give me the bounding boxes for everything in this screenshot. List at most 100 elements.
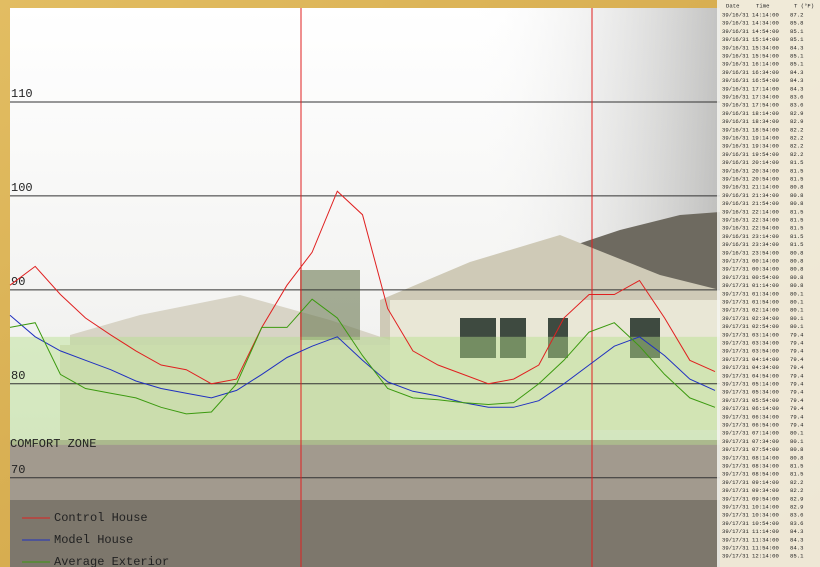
table-cell: 81.5 — [790, 208, 803, 215]
table-cell: 39/16/31 — [722, 225, 749, 232]
table-cell: 80.1 — [790, 290, 804, 297]
table-cell: 05:34:00 — [752, 389, 779, 396]
table-cell: 39/16/31 — [722, 118, 749, 125]
table-background — [717, 0, 820, 567]
table-cell: 85.8 — [790, 20, 803, 27]
table-cell: 81.5 — [790, 471, 803, 478]
table-cell: 18:34:00 — [752, 118, 779, 125]
series-line — [9, 190, 716, 385]
table-cell: 82.2 — [790, 134, 803, 141]
table-cell: 82.9 — [790, 118, 803, 125]
table-cell: 17:54:00 — [752, 102, 779, 109]
table-cell: 39/17/31 — [722, 413, 749, 420]
table-cell: 39/16/31 — [722, 61, 749, 68]
table-cell: 79.4 — [790, 389, 804, 396]
table-cell: 39/17/31 — [722, 397, 749, 404]
table-cell: 39/16/31 — [722, 44, 749, 51]
table-cell: 80.1 — [790, 323, 804, 330]
table-cell: 39/17/31 — [722, 495, 749, 502]
table-cell: 39/17/31 — [722, 323, 749, 330]
table-header: T (°F) — [794, 2, 814, 9]
table-header: Date — [726, 2, 739, 9]
table-cell: 11:54:00 — [752, 544, 779, 551]
table-cell: 39/16/31 — [722, 143, 749, 150]
table-cell: 39/16/31 — [722, 102, 749, 109]
table-cell: 10:34:00 — [752, 512, 779, 519]
table-cell: 01:34:00 — [752, 290, 779, 297]
plot — [9, 190, 716, 415]
table-cell: 80.8 — [790, 200, 803, 207]
table-cell: 80.8 — [790, 192, 803, 199]
table-cell: 82.2 — [790, 151, 803, 158]
table-cell: 39/17/31 — [722, 380, 749, 387]
table-cell: 02:54:00 — [752, 323, 779, 330]
table-cell: 15:54:00 — [752, 52, 779, 59]
table-cell: 39/16/31 — [722, 110, 749, 117]
table-cell: 80.8 — [790, 257, 803, 264]
y-tick-label: 110 — [11, 87, 33, 101]
table-cell: 81.5 — [790, 233, 803, 240]
table-cell: 16:34:00 — [752, 69, 779, 76]
data-table: Date Time T (°F)39/16/31 14:14:00 87.239/16/… — [717, 0, 820, 567]
table-cell: 04:34:00 — [752, 364, 779, 371]
table-cell: 39/16/31 — [722, 175, 749, 182]
table-cell: 18:14:00 — [752, 110, 779, 117]
table-cell: 39/17/31 — [722, 307, 749, 314]
table-cell: 39/16/31 — [722, 20, 749, 27]
table-cell: 39/16/31 — [722, 184, 749, 191]
table-cell: 79.4 — [790, 421, 804, 428]
table-cell: 39/17/31 — [722, 553, 749, 560]
table-cell: 79.4 — [790, 364, 804, 371]
table-cell: 39/17/31 — [722, 282, 749, 289]
table-cell: 82.2 — [790, 479, 803, 486]
table-cell: 39/16/31 — [722, 208, 749, 215]
table-cell: 39/16/31 — [722, 85, 749, 92]
table-cell: 80.1 — [790, 315, 804, 322]
table-cell: 39/17/31 — [722, 405, 749, 412]
table-cell: 17:34:00 — [752, 93, 779, 100]
comfort-zone — [10, 336, 720, 445]
table-cell: 39/17/31 — [722, 274, 749, 281]
table-header: Time — [756, 2, 769, 9]
table-cell: 39/17/31 — [722, 290, 749, 297]
table-cell: 00:34:00 — [752, 266, 779, 273]
table-cell: 80.8 — [790, 249, 803, 256]
table-cell: 39/17/31 — [722, 389, 749, 396]
table-cell: 82.2 — [790, 126, 803, 133]
table-cell: 14:54:00 — [752, 28, 779, 35]
table-cell: 81.5 — [790, 225, 803, 232]
table-cell: 84.3 — [790, 69, 803, 76]
table-cell: 39/16/31 — [722, 28, 749, 35]
table-cell: 04:54:00 — [752, 372, 779, 379]
table-cell: 83.6 — [790, 512, 803, 519]
y-tick-label: 80 — [11, 369, 25, 383]
table-cell: 39/16/31 — [722, 233, 749, 240]
table-cell: 84.3 — [790, 536, 803, 543]
table-cell: 01:54:00 — [752, 298, 779, 305]
table-cell: 21:34:00 — [752, 192, 779, 199]
table-cell: 85.1 — [790, 36, 804, 43]
table-cell: 00:54:00 — [752, 274, 779, 281]
table-cell: 19:54:00 — [752, 151, 779, 158]
table-cell: 81.5 — [790, 175, 803, 182]
table-cell: 82.9 — [790, 110, 803, 117]
table-cell: 87.2 — [790, 11, 803, 18]
table-cell: 19:34:00 — [752, 143, 779, 150]
table-cell: 39/17/31 — [722, 454, 749, 461]
table-cell: 82.2 — [790, 487, 803, 494]
table-cell: 39/17/31 — [722, 266, 749, 273]
table-cell: 22:54:00 — [752, 225, 779, 232]
table-cell: 39/17/31 — [722, 372, 749, 379]
table-cell: 16:14:00 — [752, 61, 779, 68]
table-cell: 39/16/31 — [722, 77, 749, 84]
table-cell: 82.9 — [790, 503, 803, 510]
table-cell: 81.5 — [790, 462, 803, 469]
table-cell: 39/16/31 — [722, 159, 749, 166]
table-cell: 11:14:00 — [752, 528, 779, 535]
table-cell: 06:14:00 — [752, 405, 779, 412]
table-cell: 23:54:00 — [752, 249, 779, 256]
table-cell: 18:54:00 — [752, 126, 779, 133]
table-cell: 00:14:00 — [752, 257, 779, 264]
table-cell: 39/16/31 — [722, 241, 749, 248]
